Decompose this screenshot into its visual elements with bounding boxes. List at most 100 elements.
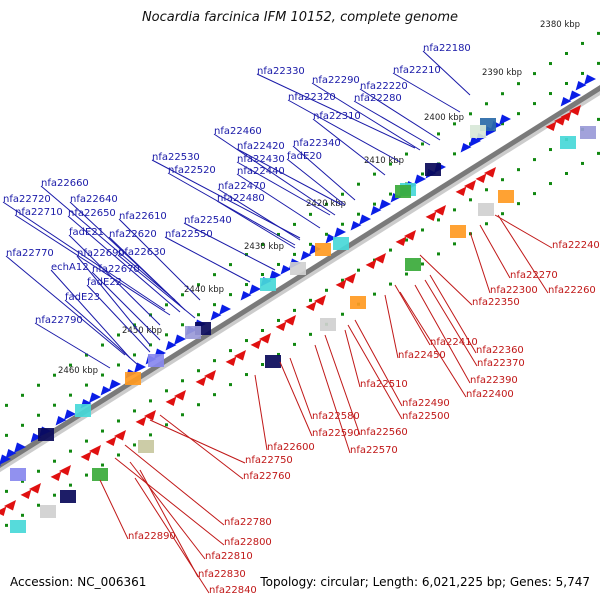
forward-gene-arrow[interactable]	[134, 362, 146, 374]
reverse-gene-arrow[interactable]	[374, 253, 386, 264]
reverse-gene-arrow[interactable]	[195, 376, 207, 386]
gene-label[interactable]: fadE20	[287, 151, 322, 162]
reverse-gene-arrow[interactable]	[135, 416, 147, 426]
reverse-gene-arrow[interactable]	[29, 483, 41, 494]
gene-label[interactable]: nfa22410	[430, 337, 478, 348]
forward-gene-arrow[interactable]	[575, 81, 587, 91]
gene-label[interactable]: fadE23	[65, 292, 100, 303]
gene-label[interactable]: nfa22400	[466, 389, 514, 400]
forward-gene-arrow[interactable]	[350, 221, 362, 231]
gene-label[interactable]: nfa22890	[128, 531, 176, 542]
forward-gene-arrow[interactable]	[249, 284, 261, 296]
reverse-gene-arrow[interactable]	[365, 259, 377, 269]
gene-label[interactable]: nfa22710	[15, 207, 63, 218]
gene-label[interactable]: nfa22290	[312, 75, 360, 86]
reverse-gene-arrow[interactable]	[545, 121, 557, 131]
reverse-gene-arrow[interactable]	[560, 111, 572, 121]
forward-gene-arrow[interactable]	[560, 97, 572, 107]
gene-label[interactable]: nfa22520	[168, 165, 216, 176]
gene-label[interactable]: nfa22260	[548, 285, 596, 296]
gene-label[interactable]: nfa22310	[313, 111, 361, 122]
gene-label[interactable]: nfa22240	[552, 240, 600, 251]
reverse-gene-arrow[interactable]	[250, 339, 262, 349]
reverse-gene-arrow[interactable]	[395, 236, 407, 246]
gene-label[interactable]: nfa22430	[237, 154, 285, 165]
gene-label[interactable]: nfa22690	[77, 248, 125, 259]
gene-label[interactable]: nfa22460	[214, 126, 262, 137]
gene-label[interactable]: nfa22370	[477, 358, 525, 369]
forward-gene-arrow[interactable]	[64, 409, 76, 421]
reverse-gene-arrow[interactable]	[404, 230, 416, 241]
gene-label[interactable]: nfa22610	[119, 211, 167, 222]
reverse-gene-arrow[interactable]	[475, 173, 487, 183]
reverse-gene-arrow[interactable]	[234, 350, 246, 361]
forward-gene-arrow[interactable]	[334, 227, 346, 239]
reverse-gene-arrow[interactable]	[335, 279, 347, 289]
gene-label[interactable]: fadE21	[69, 227, 104, 238]
gene-label[interactable]: nfa22530	[152, 152, 200, 163]
forward-gene-arrow[interactable]	[460, 143, 472, 153]
forward-gene-arrow[interactable]	[30, 433, 42, 443]
gene-label[interactable]: nfa22750	[245, 455, 293, 466]
reverse-gene-arrow[interactable]	[144, 410, 156, 421]
gene-label[interactable]: nfa22770	[6, 248, 54, 259]
reverse-gene-arrow[interactable]	[259, 333, 271, 344]
gene-label[interactable]: nfa22420	[237, 141, 285, 152]
forward-gene-arrow[interactable]	[370, 206, 382, 216]
reverse-gene-arrow[interactable]	[105, 436, 117, 446]
forward-gene-arrow[interactable]	[0, 461, 2, 470]
forward-gene-arrow[interactable]	[379, 199, 391, 211]
gene-label[interactable]: nfa22490	[402, 398, 450, 409]
gene-label[interactable]: nfa22720	[3, 194, 51, 205]
forward-gene-arrow[interactable]	[5, 449, 17, 459]
gene-label[interactable]: nfa22810	[205, 551, 253, 562]
gene-label[interactable]: nfa22790	[35, 315, 83, 326]
reverse-gene-arrow[interactable]	[554, 115, 566, 126]
gene-label[interactable]: nfa22550	[165, 229, 213, 240]
reverse-gene-arrow[interactable]	[4, 500, 16, 511]
reverse-gene-arrow[interactable]	[165, 396, 177, 406]
reverse-gene-arrow[interactable]	[80, 451, 92, 461]
forward-gene-arrow[interactable]	[584, 74, 596, 86]
reverse-gene-arrow[interactable]	[20, 489, 32, 499]
gene-label[interactable]: nfa22510	[360, 379, 408, 390]
gene-label[interactable]: nfa22670	[92, 264, 140, 275]
gene-label[interactable]: nfa22600	[267, 442, 315, 453]
gene-label[interactable]: nfa22570	[350, 445, 398, 456]
gene-label[interactable]: nfa22390	[470, 375, 518, 386]
gene-label[interactable]: nfa22660	[41, 178, 89, 189]
gene-label[interactable]: nfa22830	[198, 569, 246, 580]
gene-label[interactable]: nfa22450	[398, 350, 446, 361]
reverse-gene-arrow[interactable]	[284, 315, 296, 326]
forward-gene-arrow[interactable]	[219, 304, 231, 316]
reverse-gene-arrow[interactable]	[425, 211, 437, 221]
reverse-gene-arrow[interactable]	[50, 471, 62, 481]
reverse-gene-arrow[interactable]	[344, 273, 356, 284]
gene-label[interactable]: nfa22540	[184, 215, 232, 226]
gene-label[interactable]: nfa22180	[423, 43, 471, 54]
reverse-gene-arrow[interactable]	[569, 105, 581, 116]
gene-label[interactable]: fadE22	[87, 277, 122, 288]
gene-label[interactable]: nfa22300	[490, 285, 538, 296]
forward-gene-arrow[interactable]	[55, 416, 67, 426]
gene-label[interactable]: nfa22470	[218, 181, 266, 192]
gene-label[interactable]: nfa22210	[393, 65, 441, 76]
forward-gene-arrow[interactable]	[0, 454, 11, 466]
reverse-gene-arrow[interactable]	[305, 301, 317, 311]
reverse-gene-arrow[interactable]	[314, 295, 326, 306]
forward-gene-arrow[interactable]	[414, 174, 426, 186]
gene-label[interactable]: nfa22320	[288, 92, 336, 103]
forward-gene-arrow[interactable]	[325, 234, 337, 244]
gene-label[interactable]: nfa22760	[243, 471, 291, 482]
forward-gene-arrow[interactable]	[569, 90, 581, 102]
gene-label[interactable]: nfa22340	[293, 138, 341, 149]
forward-gene-arrow[interactable]	[469, 136, 481, 148]
forward-gene-arrow[interactable]	[100, 386, 112, 396]
reverse-gene-arrow[interactable]	[114, 430, 126, 441]
reverse-gene-arrow[interactable]	[484, 167, 496, 178]
gene-label[interactable]: nfa22360	[476, 345, 524, 356]
reverse-gene-arrow[interactable]	[174, 390, 186, 401]
gene-label[interactable]: nfa22280	[354, 93, 402, 104]
gene-label[interactable]: nfa22630	[118, 247, 166, 258]
gene-label[interactable]: nfa22330	[257, 66, 305, 77]
